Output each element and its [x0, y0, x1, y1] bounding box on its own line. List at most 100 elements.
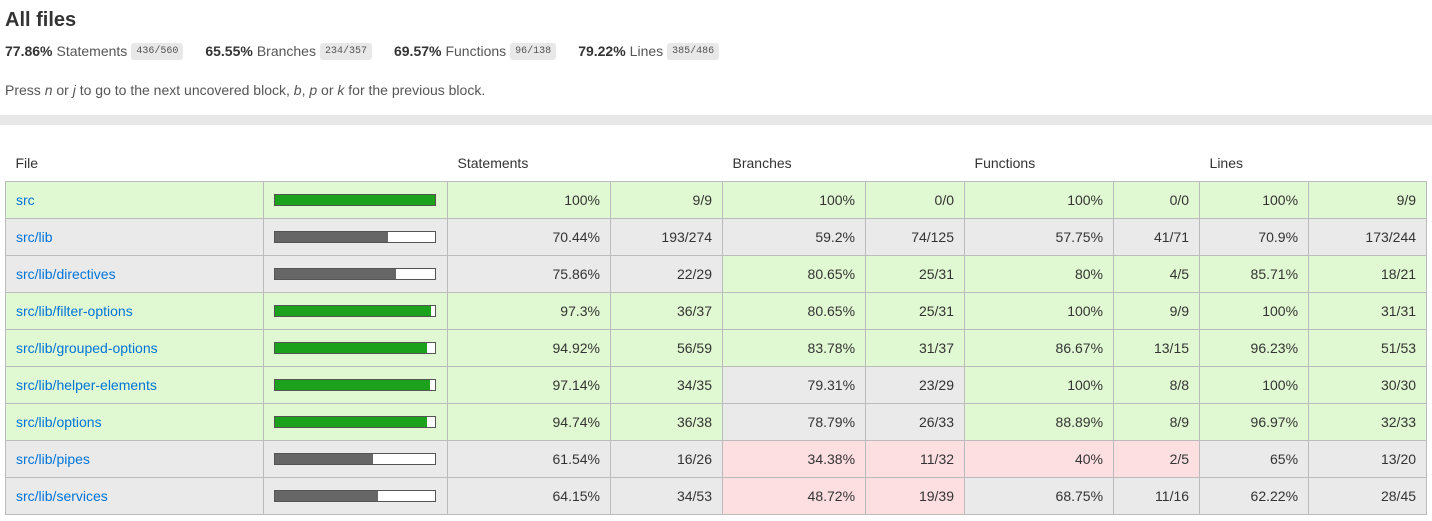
summary-label: Functions	[445, 43, 507, 59]
statements-pct: 64.15%	[447, 477, 611, 515]
functions-pct: 86.67%	[964, 329, 1115, 367]
lines-fraction: 13/20	[1308, 440, 1428, 478]
statements-pct: 100%	[447, 181, 611, 219]
branches-fraction: 74/125	[865, 218, 966, 256]
functions-fraction: 41/71	[1113, 218, 1201, 256]
coverage-bar	[274, 194, 436, 206]
coverage-bar	[274, 453, 436, 465]
statements-pct: 97.14%	[447, 366, 611, 404]
lines-pct: 96.97%	[1199, 403, 1310, 441]
file-link[interactable]: src/lib/filter-options	[16, 303, 133, 319]
coverage-bar	[274, 231, 436, 243]
statements-pct: 70.44%	[447, 218, 611, 256]
header-branches[interactable]: Branches	[732, 155, 792, 171]
statements-pct: 61.54%	[447, 440, 611, 478]
file-link[interactable]: src	[16, 192, 35, 208]
header-functions[interactable]: Functions	[974, 155, 1036, 171]
summary-pct: 79.22%	[578, 43, 626, 59]
statements-pct: 94.74%	[447, 403, 611, 441]
hint-text: for the previous block.	[344, 82, 486, 98]
summary-fraction: 96/138	[510, 42, 557, 60]
table-row: src/lib/pipes 61.54% 16/26 34.38% 11/32 40% 2/…	[5, 440, 1428, 478]
hint-key: j	[72, 82, 76, 98]
summary-pct: 69.57%	[393, 43, 442, 59]
summary-statements: 77.86% Statements 436/560	[5, 42, 184, 60]
hint-text: or	[317, 82, 338, 98]
lines-pct: 100%	[1199, 366, 1310, 404]
statements-pct: 75.86%	[447, 255, 611, 293]
coverage-bar-cell	[263, 181, 448, 219]
statements-fraction: 22/29	[609, 255, 724, 293]
branches-pct: 59.2%	[722, 218, 867, 256]
file-cell: src/lib/grouped-options	[5, 329, 264, 367]
file-link[interactable]: src/lib/directives	[16, 266, 116, 282]
coverage-bar-cell	[263, 477, 448, 515]
coverage-bar-cell	[263, 366, 448, 404]
section-divider	[0, 115, 1432, 125]
file-link[interactable]: src/lib/services	[16, 488, 108, 504]
coverage-bar	[274, 416, 436, 428]
branches-fraction: 23/29	[865, 366, 966, 404]
functions-pct: 88.89%	[964, 403, 1115, 441]
file-link[interactable]: src/lib/helper-elements	[16, 377, 157, 393]
hint-key: b	[293, 82, 302, 98]
file-cell: src/lib/helper-elements	[5, 366, 264, 404]
branches-pct: 78.79%	[722, 403, 867, 441]
lines-pct: 96.23%	[1199, 329, 1310, 367]
coverage-bar	[274, 342, 436, 354]
statements-fraction: 56/59	[609, 329, 724, 367]
coverage-summary: 77.86% Statements 436/560 65.55% Branche…	[5, 39, 1427, 63]
functions-pct: 57.75%	[964, 218, 1115, 256]
file-link[interactable]: src/lib	[16, 229, 53, 245]
hint-key: n	[44, 82, 53, 98]
hint-text: ,	[301, 82, 310, 98]
header-file[interactable]: File	[15, 155, 39, 171]
lines-fraction: 31/31	[1308, 292, 1428, 330]
summary-pct: 65.55%	[205, 43, 253, 59]
lines-fraction: 28/45	[1308, 477, 1428, 515]
statements-fraction: 34/53	[609, 477, 724, 515]
header-bar	[264, 145, 448, 182]
header-lines[interactable]: Lines	[1209, 155, 1243, 171]
branches-fraction: 11/32	[865, 440, 966, 478]
branches-pct: 80.65%	[722, 292, 867, 330]
summary-label: Lines	[629, 43, 664, 59]
branches-fraction: 19/39	[865, 477, 966, 515]
coverage-bar-cell	[263, 329, 448, 367]
statements-fraction: 36/38	[609, 403, 724, 441]
functions-pct: 100%	[964, 366, 1115, 404]
file-link[interactable]: src/lib/grouped-options	[16, 340, 158, 356]
lines-pct: 70.9%	[1199, 218, 1310, 256]
statements-fraction: 9/9	[609, 181, 724, 219]
file-link[interactable]: src/lib/options	[16, 414, 102, 430]
page-title: All files	[5, 9, 77, 31]
functions-fraction: 0/0	[1113, 181, 1201, 219]
coverage-bar-cell	[263, 292, 448, 330]
functions-pct: 40%	[964, 440, 1115, 478]
summary-label: Branches	[256, 43, 316, 59]
table-row: src/lib/directives 75.86% 22/29 80.65% 25/31…	[5, 255, 1428, 293]
summary-pct: 77.86%	[5, 43, 53, 59]
table-row: src/lib/grouped-options 94.92% 56/59 83.78%…	[5, 329, 1428, 367]
lines-fraction: 32/33	[1308, 403, 1428, 441]
hint-text: to go to the next uncovered block,	[75, 82, 294, 98]
header-statements[interactable]: Statements	[457, 155, 529, 171]
functions-pct: 68.75%	[964, 477, 1115, 515]
branches-fraction: 25/31	[865, 292, 966, 330]
coverage-bar-fill	[275, 343, 427, 353]
branches-pct: 48.72%	[722, 477, 867, 515]
statements-pct: 94.92%	[447, 329, 611, 367]
table-row: src/lib/helper-elements 97.14% 34/35 79.31%…	[5, 366, 1428, 404]
summary-lines: 79.22% Lines 385/486	[578, 42, 720, 60]
lines-pct: 100%	[1199, 181, 1310, 219]
coverage-bar-fill	[275, 454, 374, 464]
file-link[interactable]: src/lib/pipes	[16, 451, 90, 467]
lines-pct: 85.71%	[1199, 255, 1310, 293]
functions-fraction: 4/5	[1113, 255, 1201, 293]
hint-key: p	[309, 82, 318, 98]
coverage-bar-cell	[263, 255, 448, 293]
lines-fraction: 30/30	[1308, 366, 1428, 404]
functions-fraction: 9/9	[1113, 292, 1201, 330]
coverage-bar-fill	[275, 380, 431, 390]
branches-pct: 83.78%	[722, 329, 867, 367]
